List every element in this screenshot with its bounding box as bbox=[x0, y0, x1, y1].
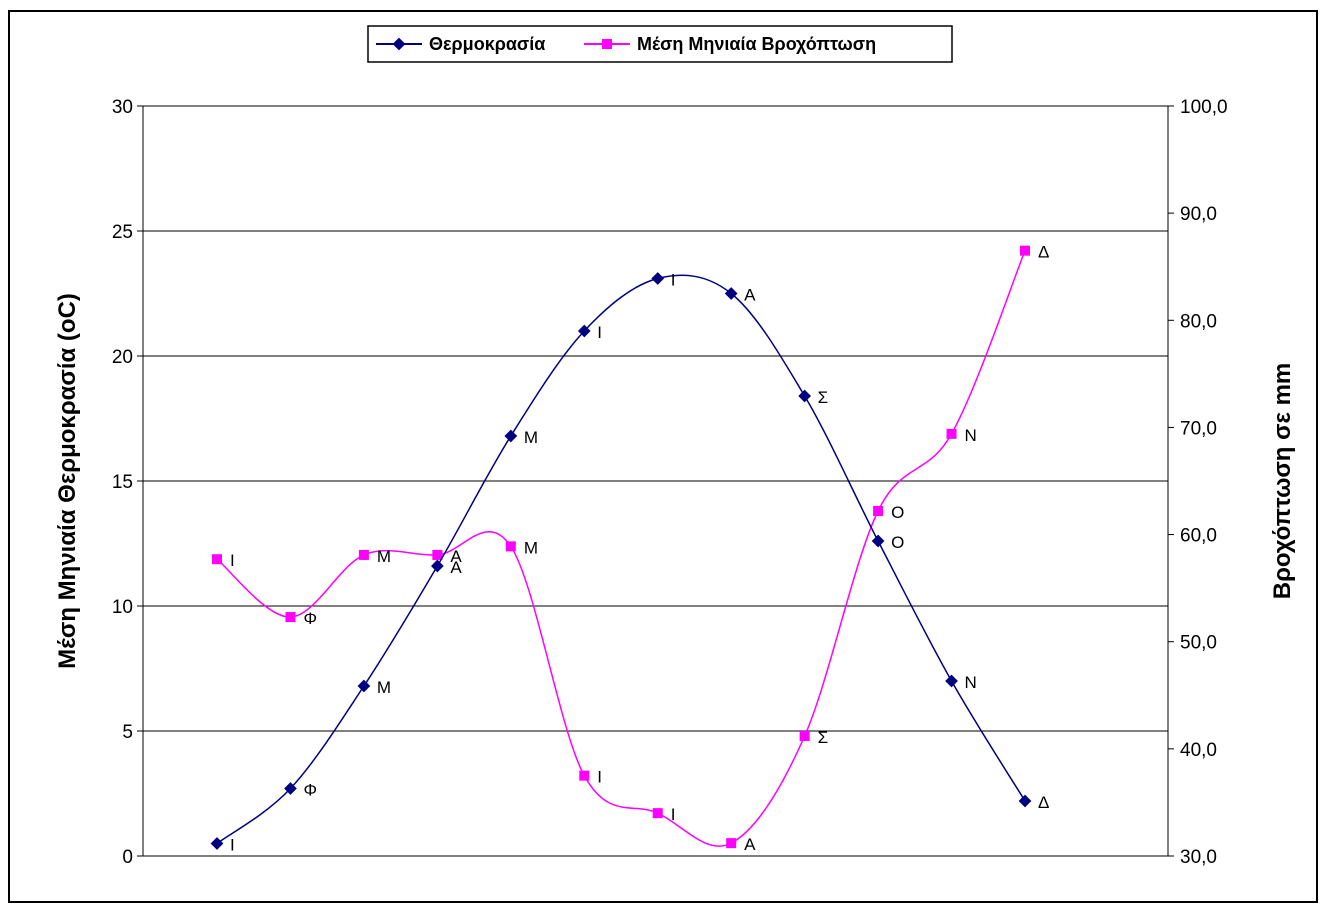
left-tick-label: 0 bbox=[122, 847, 133, 868]
right-tick-label: 90,0 bbox=[1180, 204, 1217, 225]
left-axis-title: Μέση Μηνιαία Θερμοκρασία (oC) bbox=[54, 293, 81, 669]
point-labels: Ι Φ Μ Α Μ Ι Ι Α Σ Ο Ν Δ Ι Φ Μ Α Μ Ι Ι Α Σ Ο Ν Δ bbox=[230, 243, 1049, 855]
legend: Θερμοκρασία Μέση Μηνιαία Βροχόπτωση bbox=[367, 25, 953, 63]
precipitation-point-label: Α bbox=[450, 547, 462, 566]
right-tick-label: 50,0 bbox=[1180, 633, 1217, 654]
gridlines bbox=[143, 230, 1168, 732]
precipitation-point-label: Δ bbox=[1038, 243, 1049, 262]
precipitation-point bbox=[799, 731, 810, 741]
temperature-point-label: Ι bbox=[597, 323, 602, 342]
temperature-point-label: Ι bbox=[230, 836, 235, 855]
precipitation-point-label: Μ bbox=[524, 538, 538, 557]
precipitation-point bbox=[358, 549, 369, 560]
temperature-point bbox=[504, 429, 518, 443]
precipitation-point bbox=[873, 506, 884, 516]
precipitation-point bbox=[505, 541, 516, 552]
precipitation-point bbox=[946, 428, 957, 439]
precipitation-point bbox=[726, 838, 737, 849]
left-tick-label: 10 bbox=[112, 597, 133, 618]
precipitation-point-label: Σ bbox=[818, 728, 829, 747]
right-tick-label: 30,0 bbox=[1180, 847, 1217, 868]
temperature-point bbox=[945, 674, 958, 688]
precipitation-point-label: Μ bbox=[377, 547, 391, 566]
temperature-point bbox=[871, 534, 885, 548]
left-tick-label: 15 bbox=[112, 472, 133, 493]
plot-area bbox=[142, 105, 1169, 857]
temperature-point-label: Ν bbox=[965, 673, 977, 692]
precipitation-point bbox=[432, 549, 443, 560]
right-tick-label: 70,0 bbox=[1180, 418, 1217, 439]
temperature-point-label: Ι bbox=[671, 271, 676, 290]
right-axis-ticks: 30,0 40,0 50,0 60,0 70,0 80,0 90,0 100,0 bbox=[1168, 97, 1228, 868]
legend-marker-temperature bbox=[392, 37, 406, 51]
right-tick-label: 80,0 bbox=[1180, 311, 1217, 332]
precipitation-point-label: Ι bbox=[597, 768, 602, 787]
precipitation-point-label: Ο bbox=[891, 503, 904, 522]
temperature-point-label: Ο bbox=[891, 533, 904, 552]
legend-label-precipitation: Μέση Μηνιαία Βροχόπτωση bbox=[637, 34, 876, 54]
series-temperature bbox=[210, 272, 1032, 850]
precipitation-point bbox=[285, 612, 296, 623]
temperature-point bbox=[357, 679, 371, 693]
temperature-point-label: Σ bbox=[818, 388, 829, 407]
right-tick-label: 60,0 bbox=[1180, 526, 1217, 547]
precipitation-point bbox=[579, 770, 590, 781]
temperature-point bbox=[430, 559, 444, 573]
temperature-point-label: Δ bbox=[1038, 793, 1049, 812]
left-axis-ticks: 0 5 10 15 20 25 30 bbox=[112, 97, 143, 868]
temperature-point bbox=[210, 837, 224, 850]
legend-marker-precipitation bbox=[602, 39, 612, 49]
temperature-line bbox=[216, 274, 1026, 845]
legend-label-temperature: Θερμοκρασία bbox=[429, 34, 545, 54]
right-tick-label: 100,0 bbox=[1180, 97, 1228, 118]
precipitation-point bbox=[212, 554, 222, 565]
temperature-point-label: Φ bbox=[303, 781, 317, 800]
temperature-point-label: Α bbox=[450, 558, 462, 577]
series-precipitation bbox=[212, 245, 1030, 849]
precipitation-point-label: Φ bbox=[303, 609, 317, 628]
temperature-point-label: Α bbox=[744, 286, 756, 305]
left-tick-label: 25 bbox=[112, 222, 133, 243]
chart-frame bbox=[8, 10, 1318, 903]
precipitation-point-label: Ν bbox=[965, 426, 977, 445]
temperature-point bbox=[1018, 794, 1032, 808]
legend-box bbox=[367, 25, 953, 63]
temperature-point-label: Μ bbox=[524, 428, 538, 447]
temperature-point bbox=[798, 389, 812, 403]
right-tick-label: 40,0 bbox=[1180, 740, 1217, 761]
left-tick-label: 5 bbox=[122, 722, 133, 743]
right-axis-title: Βροχόπτωση σε mm bbox=[1269, 363, 1296, 600]
precipitation-point-label: Ι bbox=[671, 805, 676, 824]
temperature-point bbox=[651, 272, 665, 285]
precipitation-point bbox=[652, 808, 663, 819]
left-tick-label: 20 bbox=[112, 347, 133, 368]
temperature-point-label: Μ bbox=[377, 678, 391, 697]
precipitation-point-label: Α bbox=[744, 835, 756, 854]
precipitation-point bbox=[1020, 245, 1030, 256]
left-tick-label: 30 bbox=[112, 97, 133, 118]
precipitation-point-label: Ι bbox=[230, 551, 235, 570]
